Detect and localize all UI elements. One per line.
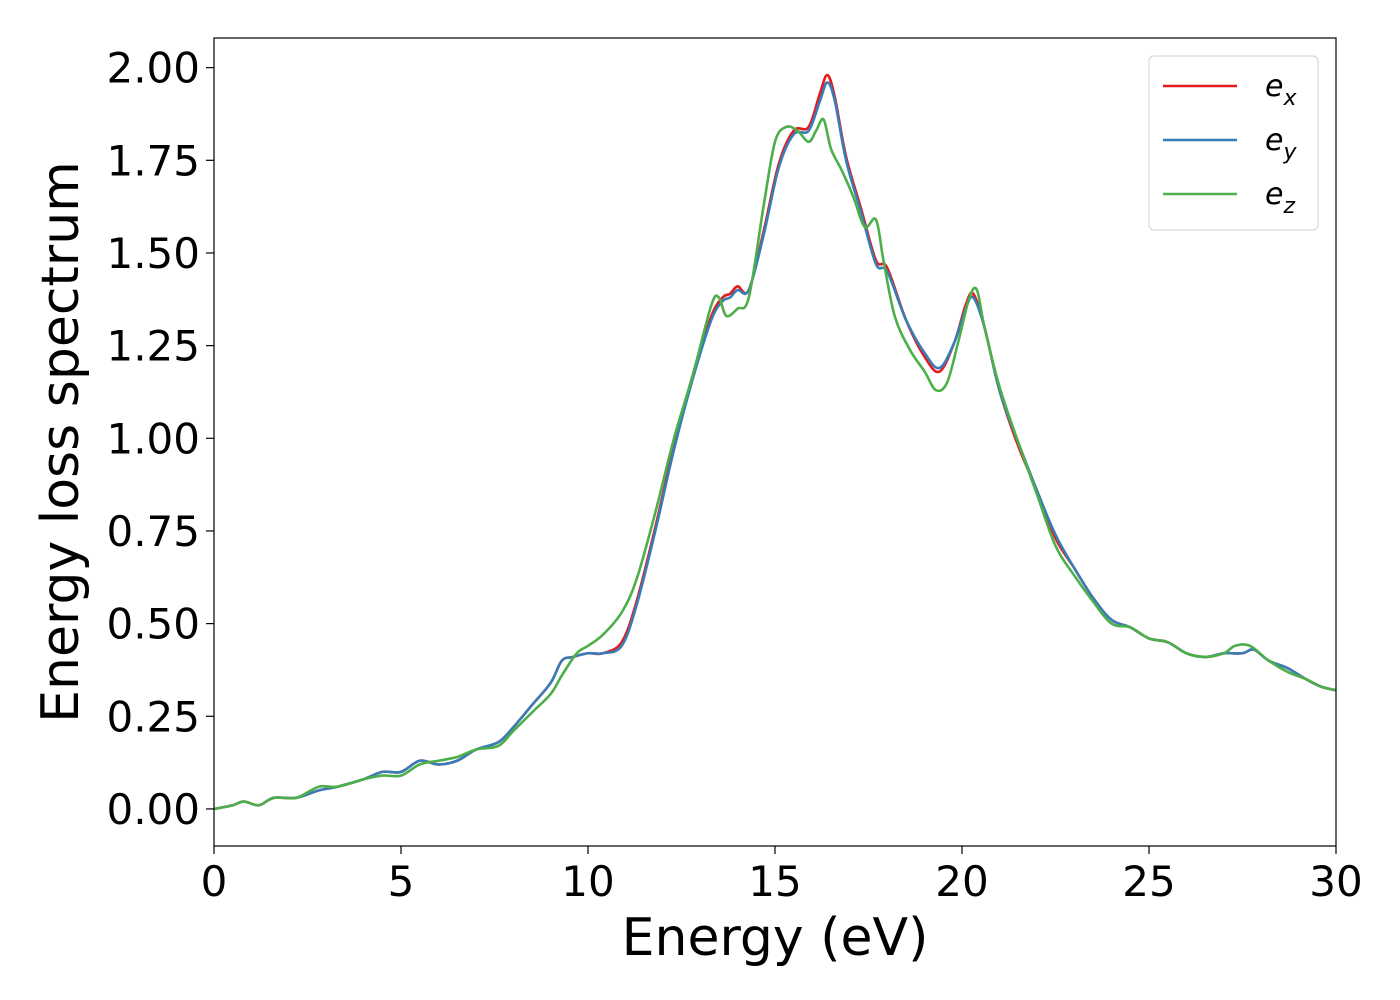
y-tick-label: 1.00 (106, 414, 200, 463)
legend-label: ey (1265, 123, 1297, 165)
y-axis-label: Energy loss spectrum (31, 161, 91, 723)
series-layer (213, 73, 1337, 811)
legend: ex ey ez (1148, 55, 1319, 231)
x-tick-label: 20 (935, 857, 988, 906)
y-tick-label: 1.50 (106, 229, 200, 278)
y-tick-label: 0.75 (106, 507, 200, 556)
x-tick-label: 5 (388, 857, 415, 906)
x-axis-ticks: 0 5 10 15 20 25 30 (201, 846, 1363, 906)
legend-label: ez (1265, 177, 1295, 219)
y-tick-label: 1.75 (106, 136, 200, 185)
series-line-e-z (213, 117, 1337, 811)
y-tick-label: 1.25 (106, 322, 200, 371)
legend-label: ex (1265, 69, 1297, 111)
x-tick-label: 25 (1122, 857, 1175, 906)
x-tick-label: 10 (561, 857, 614, 906)
y-tick-label: 0.25 (106, 692, 200, 741)
x-tick-label: 15 (748, 857, 801, 906)
y-tick-label: 2.00 (106, 44, 200, 93)
x-tick-label: 0 (201, 857, 228, 906)
x-axis-label: Energy (eV) (622, 908, 929, 968)
x-tick-label: 30 (1309, 857, 1362, 906)
y-tick-label: 0.50 (106, 600, 200, 649)
y-axis-ticks: 0.00 0.25 0.50 0.75 1.00 1.25 1.50 1.75 2.00 (106, 44, 214, 834)
y-tick-label: 0.00 (106, 785, 200, 834)
legend-box (1148, 55, 1319, 231)
